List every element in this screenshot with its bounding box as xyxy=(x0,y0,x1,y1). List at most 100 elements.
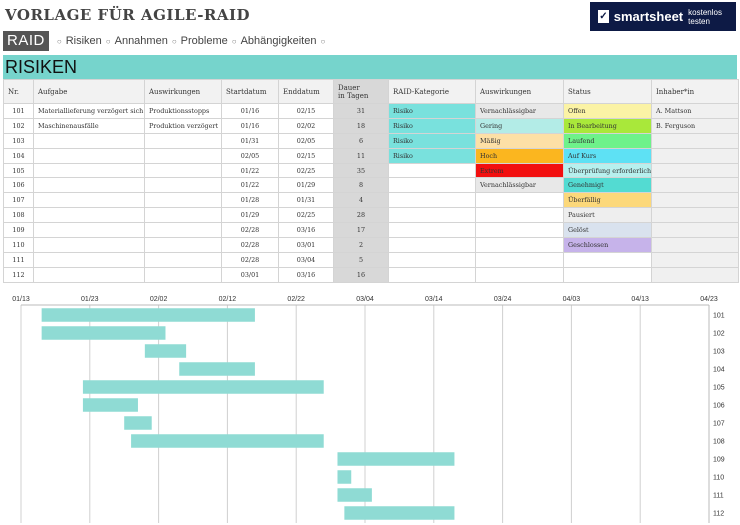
cell-inhaber[interactable] xyxy=(651,222,739,239)
cell-raid-kategorie[interactable]: Risiko xyxy=(388,117,476,134)
cell-startdatum[interactable]: 01/22 xyxy=(221,177,279,194)
cell-enddatum[interactable]: 03/16 xyxy=(278,266,334,283)
gantt-bar-105[interactable] xyxy=(82,380,324,394)
cell-auswirkungen-2[interactable] xyxy=(475,207,564,224)
cell-auswirkungen-2[interactable]: Vernachlässigbar xyxy=(475,103,564,119)
cell-aufgabe[interactable] xyxy=(33,266,145,283)
smartsheet-cta-button[interactable]: ✓ smartsheet kostenlos testen xyxy=(590,2,736,31)
gantt-bar-112[interactable] xyxy=(344,506,455,520)
cell-status[interactable]: Pausiert xyxy=(563,207,652,224)
cell-auswirkungen[interactable] xyxy=(144,147,222,164)
gantt-bar-109[interactable] xyxy=(337,452,455,466)
cell-enddatum[interactable]: 01/31 xyxy=(278,192,334,209)
cell-auswirkungen[interactable] xyxy=(144,177,222,194)
cell-nr[interactable]: 104 xyxy=(3,147,34,164)
cell-enddatum[interactable]: 02/15 xyxy=(278,103,334,119)
cell-raid-kategorie[interactable] xyxy=(388,162,476,179)
nav-item-annahmen[interactable]: Annahmen xyxy=(114,35,168,47)
cell-aufgabe[interactable] xyxy=(33,162,145,179)
cell-status[interactable]: Auf Kurs xyxy=(563,147,652,164)
cell-enddatum[interactable]: 03/04 xyxy=(278,251,334,268)
cell-startdatum[interactable]: 01/28 xyxy=(221,192,279,209)
cell-status[interactable]: Überfällig xyxy=(563,192,652,209)
cell-auswirkungen-2[interactable] xyxy=(475,222,564,239)
cell-dauer[interactable]: 4 xyxy=(333,192,389,209)
cell-inhaber[interactable]: A. Mattson xyxy=(651,103,739,119)
cell-nr[interactable]: 111 xyxy=(3,251,34,268)
cell-enddatum[interactable]: 02/25 xyxy=(278,162,334,179)
cell-aufgabe[interactable] xyxy=(33,207,145,224)
cell-inhaber[interactable] xyxy=(651,237,739,253)
cell-startdatum[interactable]: 01/31 xyxy=(221,132,279,149)
cell-startdatum[interactable]: 01/16 xyxy=(221,117,279,134)
cell-startdatum[interactable]: 01/22 xyxy=(221,162,279,179)
cell-aufgabe[interactable] xyxy=(33,251,145,268)
cell-dauer[interactable]: 28 xyxy=(333,207,389,224)
cell-raid-kategorie[interactable]: Risiko xyxy=(388,132,476,149)
cell-aufgabe[interactable] xyxy=(33,222,145,239)
cell-raid-kategorie[interactable]: Risiko xyxy=(388,147,476,164)
cell-raid-kategorie[interactable] xyxy=(388,192,476,209)
nav-item-abhaengigkeiten[interactable]: Abhängigkeiten xyxy=(240,35,317,47)
cell-aufgabe[interactable] xyxy=(33,237,145,253)
cell-startdatum[interactable]: 02/28 xyxy=(221,237,279,253)
cell-startdatum[interactable]: 01/29 xyxy=(221,207,279,224)
cell-status[interactable]: Genehmigt xyxy=(563,177,652,194)
cell-dauer[interactable]: 17 xyxy=(333,222,389,239)
cell-dauer[interactable]: 31 xyxy=(333,103,389,119)
cell-nr[interactable]: 108 xyxy=(3,207,34,224)
cell-auswirkungen[interactable] xyxy=(144,222,222,239)
cell-status[interactable] xyxy=(563,266,652,283)
cell-aufgabe[interactable] xyxy=(33,192,145,209)
cell-status[interactable]: Laufend xyxy=(563,132,652,149)
cell-auswirkungen-2[interactable] xyxy=(475,251,564,268)
cell-auswirkungen-2[interactable]: Hoch xyxy=(475,147,564,164)
cell-nr[interactable]: 110 xyxy=(3,237,34,253)
cell-inhaber[interactable] xyxy=(651,132,739,149)
cell-raid-kategorie[interactable] xyxy=(388,207,476,224)
cell-status[interactable]: Offen xyxy=(563,103,652,119)
cell-auswirkungen-2[interactable]: Mäßig xyxy=(475,132,564,149)
cell-status[interactable] xyxy=(563,251,652,268)
cell-startdatum[interactable]: 02/05 xyxy=(221,147,279,164)
cell-nr[interactable]: 105 xyxy=(3,162,34,179)
cell-nr[interactable]: 101 xyxy=(3,103,34,119)
nav-item-risiken[interactable]: Risiken xyxy=(65,35,102,47)
cell-enddatum[interactable]: 03/16 xyxy=(278,222,334,239)
cell-dauer[interactable]: 18 xyxy=(333,117,389,134)
cell-dauer[interactable]: 11 xyxy=(333,147,389,164)
cell-auswirkungen[interactable] xyxy=(144,266,222,283)
cell-auswirkungen-2[interactable] xyxy=(475,237,564,253)
cell-auswirkungen-2[interactable] xyxy=(475,266,564,283)
cell-nr[interactable]: 112 xyxy=(3,266,34,283)
cell-inhaber[interactable] xyxy=(651,266,739,283)
cell-nr[interactable]: 102 xyxy=(3,117,34,134)
cell-auswirkungen[interactable] xyxy=(144,207,222,224)
cell-inhaber[interactable] xyxy=(651,162,739,179)
cell-enddatum[interactable]: 02/02 xyxy=(278,117,334,134)
cell-enddatum[interactable]: 02/15 xyxy=(278,147,334,164)
gantt-bar-106[interactable] xyxy=(82,398,138,412)
cell-raid-kategorie[interactable]: Risiko xyxy=(388,103,476,119)
cell-startdatum[interactable]: 03/01 xyxy=(221,266,279,283)
gantt-bar-103[interactable] xyxy=(144,344,187,358)
cell-inhaber[interactable] xyxy=(651,251,739,268)
gantt-bar-107[interactable] xyxy=(124,416,152,430)
cell-nr[interactable]: 107 xyxy=(3,192,34,209)
cell-raid-kategorie[interactable] xyxy=(388,177,476,194)
cell-raid-kategorie[interactable] xyxy=(388,237,476,253)
cell-dauer[interactable]: 35 xyxy=(333,162,389,179)
cell-startdatum[interactable]: 02/28 xyxy=(221,251,279,268)
cell-auswirkungen[interactable] xyxy=(144,192,222,209)
gantt-bar-110[interactable] xyxy=(337,470,352,484)
cell-auswirkungen[interactable] xyxy=(144,251,222,268)
cell-auswirkungen[interactable] xyxy=(144,162,222,179)
cell-raid-kategorie[interactable] xyxy=(388,222,476,239)
cell-status[interactable]: Überprüfung erforderlich xyxy=(563,162,652,179)
cell-raid-kategorie[interactable] xyxy=(388,251,476,268)
cell-aufgabe[interactable] xyxy=(33,132,145,149)
cell-enddatum[interactable]: 03/01 xyxy=(278,237,334,253)
cell-aufgabe[interactable] xyxy=(33,177,145,194)
cell-dauer[interactable]: 6 xyxy=(333,132,389,149)
cell-aufgabe[interactable]: Maschinenausfälle xyxy=(33,117,145,134)
